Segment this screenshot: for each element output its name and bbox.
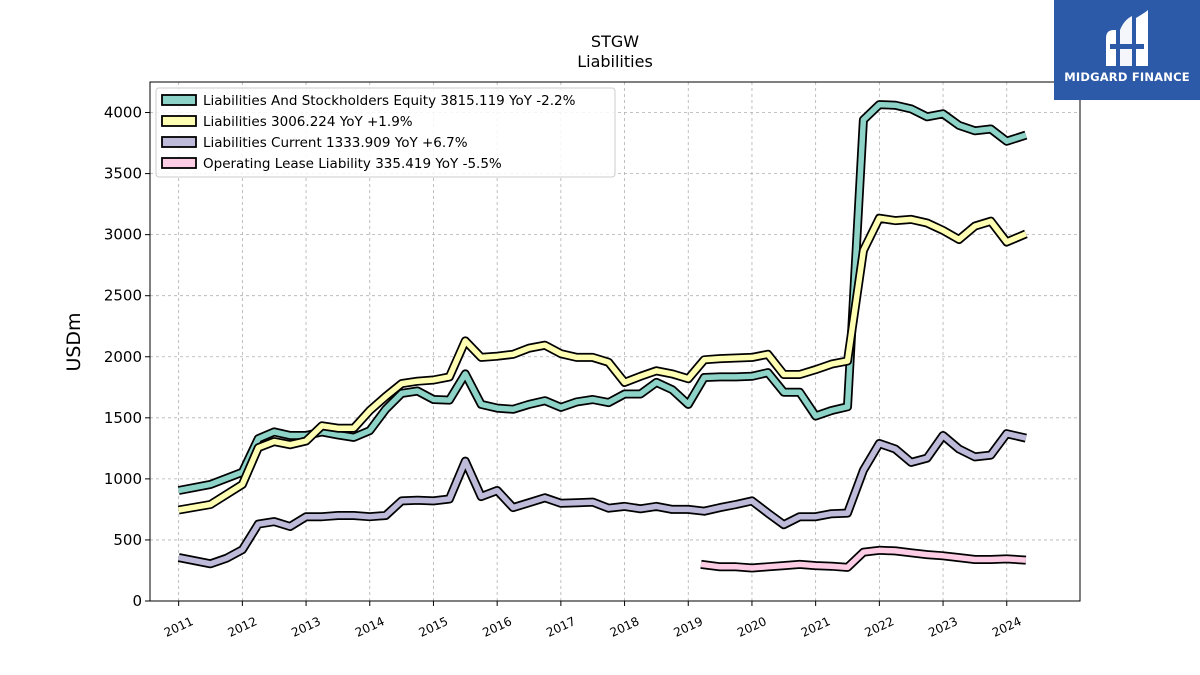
legend-label: Liabilities And Stockholders Equity 3815… [203, 93, 576, 109]
y-tick-label: 1000 [104, 470, 142, 488]
x-tick-label: 2015 [417, 614, 451, 640]
logo-text: MIDGARD FINANCE [1064, 70, 1190, 84]
x-tick-label: 2017 [544, 614, 578, 640]
x-tick-label: 2013 [289, 614, 323, 640]
series-line [178, 215, 1027, 513]
legend-label: Liabilities 3006.224 YoY +1.9% [203, 114, 413, 130]
y-axis-ticks: 0 500 1000 1500 2000 2500 3000 3500 4000 [104, 104, 150, 610]
x-tick-label: 2022 [863, 614, 897, 640]
chart-subtitle: Liabilities [577, 52, 653, 71]
plot-frame [149, 81, 1081, 602]
y-axis-label: USDm [63, 312, 85, 371]
x-tick-label: 2016 [480, 614, 514, 640]
y-tick-label: 0 [132, 592, 142, 610]
legend-box [155, 87, 616, 178]
chart-title: STGW [591, 32, 639, 51]
series-line [178, 430, 1027, 567]
logo-mark-icon [1106, 10, 1148, 66]
series-line [178, 101, 1027, 494]
legend: Liabilities And Stockholders Equity 3815… [155, 87, 616, 178]
legend-label: Operating Lease Liability 335.419 YoY -5… [203, 156, 502, 172]
y-tick-label: 3000 [104, 226, 142, 244]
legend-swatch [161, 157, 197, 169]
legend-swatch [161, 115, 197, 127]
y-tick-label: 2500 [104, 287, 142, 305]
x-tick-label: 2012 [226, 614, 260, 640]
x-tick-label: 2011 [162, 614, 196, 640]
x-axis-ticks: 2011 2012 2013 2014 2015 2016 2017 2018 2019 2020… [162, 601, 1024, 640]
x-tick-label: 2023 [926, 614, 960, 640]
y-tick-label: 500 [113, 531, 142, 549]
x-tick-label: 2018 [608, 614, 642, 640]
series-line [700, 547, 1027, 571]
x-tick-label: 2020 [735, 614, 769, 640]
x-tick-label: 2021 [799, 614, 833, 640]
series-lines [177, 100, 1028, 573]
y-tick-label: 1500 [104, 409, 142, 427]
y-tick-label: 3500 [104, 165, 142, 183]
legend-label: Liabilities Current 1333.909 YoY +6.7% [203, 135, 468, 151]
legend-swatch [161, 136, 197, 148]
y-tick-label: 4000 [104, 104, 142, 122]
brand-logo: MIDGARD FINANCE [1054, 0, 1200, 100]
y-tick-label: 2000 [104, 348, 142, 366]
x-tick-label: 2019 [671, 614, 705, 640]
x-tick-label: 2024 [990, 614, 1024, 640]
legend-swatch [161, 94, 197, 106]
x-tick-label: 2014 [353, 614, 387, 640]
